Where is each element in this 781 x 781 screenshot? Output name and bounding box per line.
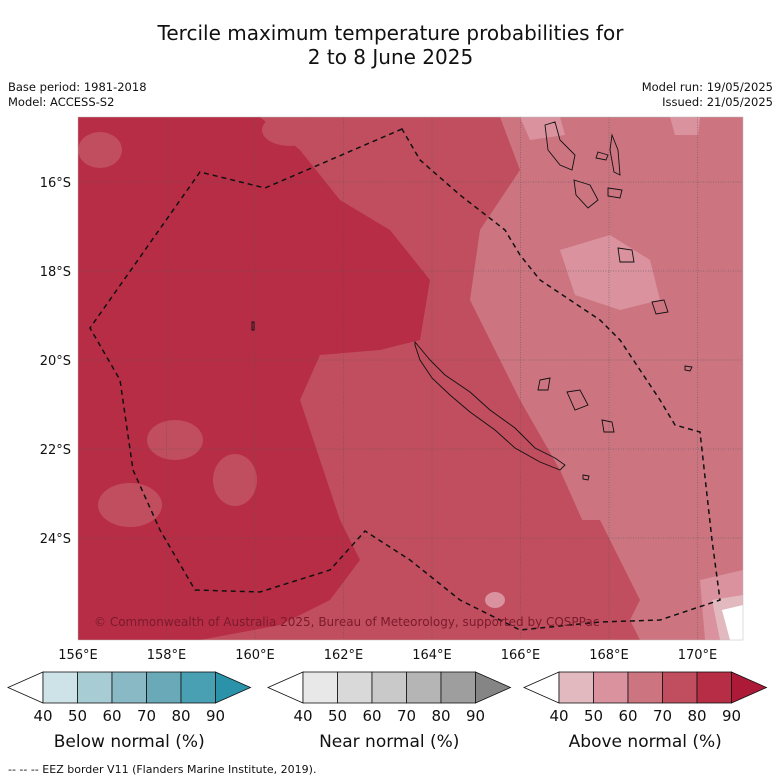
colorbar-cell (558, 671, 594, 704)
lon-label: 164°E (412, 648, 452, 663)
latitude-labels: 16°S 18°S 20°S 22°S 24°S (40, 176, 71, 547)
colorbar-tick-label: 80 (687, 707, 706, 725)
island-coastline (609, 133, 621, 176)
island-coastline (607, 187, 623, 199)
island-coastline (651, 299, 669, 315)
lon-label: 156°E (58, 648, 98, 663)
colorbar-cell (111, 671, 147, 704)
colorbar-cell (440, 671, 476, 704)
colorbar-cell (627, 671, 663, 704)
island-coastline (582, 474, 590, 481)
colorbar-tick-label: 80 (431, 707, 450, 725)
prob-band-50-60-a (560, 235, 660, 310)
colorbar-title: Above normal (%) (569, 732, 722, 752)
colorbar-extend-min (7, 671, 44, 704)
colorbar-title: Below normal (%) (54, 732, 205, 752)
colorbar-cell (371, 671, 407, 704)
colorbar-tick-label: 40 (293, 707, 312, 725)
colorbar-extend-min (267, 671, 304, 704)
map-title-line2: 2 to 8 June 2025 (307, 45, 474, 69)
island-coastline (537, 377, 551, 391)
colorbar-cell (593, 671, 629, 704)
lat-label: 18°S (40, 265, 71, 280)
island-coastline (601, 419, 615, 433)
colorbar-tick-label: 90 (466, 707, 485, 725)
colorbar-tick-label: 70 (397, 707, 416, 725)
lon-label: 158°E (147, 648, 187, 663)
colorbar-extend-max (215, 671, 252, 704)
colorbar-cell (42, 671, 78, 704)
island-coastline (251, 321, 255, 331)
model-run-text: Model run: 19/05/2025 (641, 80, 773, 94)
lat-label: 20°S (40, 354, 71, 369)
colorbar-tick-label: 40 (33, 707, 52, 725)
colorbar-cell (146, 671, 182, 704)
colorbar-cell (180, 671, 216, 704)
colorbar-tick-label: 50 (328, 707, 347, 725)
lat-label: 24°S (40, 532, 71, 547)
colorbar-extend-max (475, 671, 512, 704)
prob-band-60-70-east (470, 117, 743, 640)
model-name-text: Model: ACCESS-S2 (8, 95, 115, 109)
colorbar-tick-label: 50 (68, 707, 87, 725)
probability-field (78, 117, 743, 640)
coastlines (251, 121, 693, 481)
eez-border (89, 128, 721, 631)
colorbar-tick-label: 40 (549, 707, 568, 725)
island-coastline (617, 247, 635, 263)
lon-label: 166°E (501, 648, 541, 663)
colorbar-tick-label: 80 (171, 707, 190, 725)
island-coastline (684, 365, 693, 372)
colorbar-tick-label: 60 (102, 707, 121, 725)
lat-label: 16°S (40, 176, 71, 191)
lon-label: 162°E (324, 648, 364, 663)
eez-footer-note: -- -- -- EEZ border V11 (Flanders Marine… (8, 763, 317, 776)
colorbar-cell (696, 671, 732, 704)
lon-label: 170°E (678, 648, 718, 663)
colorbar-extend-min (523, 671, 560, 704)
issued-date-text: Issued: 21/05/2025 (662, 95, 773, 109)
map-title-line1: Tercile maximum temperature probabilitie… (157, 21, 624, 45)
island-coastline (566, 389, 589, 411)
lat-label: 22°S (40, 443, 71, 458)
prob-band-80-90 (78, 117, 430, 640)
colorbar-tick-label: 70 (653, 707, 672, 725)
new-caledonia-coastline (414, 340, 566, 471)
island-coastline (544, 121, 576, 171)
colorbar-cell (337, 671, 373, 704)
colorbar-tick-label: 60 (362, 707, 381, 725)
colorbar-cell (77, 671, 113, 704)
colorbar-cell (406, 671, 442, 704)
graticule (78, 117, 743, 640)
lon-label: 168°E (589, 648, 629, 663)
colorbar-tick-label: 50 (584, 707, 603, 725)
island-coastline (573, 179, 599, 209)
colorbar-tick-label: 70 (137, 707, 156, 725)
lon-label: 160°E (235, 648, 275, 663)
longitude-labels: 156°E 158°E 160°E 162°E 164°E 166°E 168°… (58, 648, 717, 663)
colorbar-title: Near normal (%) (319, 732, 459, 752)
colorbar-tick-label: 90 (722, 707, 741, 725)
colorbar-tick-label: 90 (206, 707, 225, 725)
colorbar-cell (302, 671, 338, 704)
copyright-notice: © Commonwealth of Australia 2025, Bureau… (94, 615, 599, 629)
colorbar-cell (662, 671, 698, 704)
colorbar-extend-max (731, 671, 768, 704)
colorbar-tick-label: 60 (618, 707, 637, 725)
island-coastline (595, 151, 609, 161)
colorbar-1: 40 50 60 70 80 90 Near normal (%) (267, 671, 512, 752)
base-period-text: Base period: 1981-2018 (8, 80, 147, 94)
